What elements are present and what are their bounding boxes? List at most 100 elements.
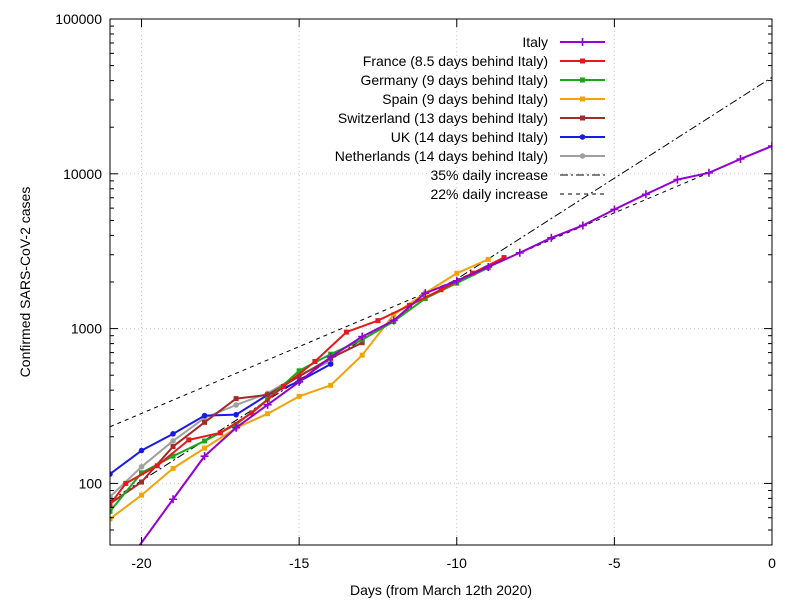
data-point: [217, 430, 223, 436]
data-point: [312, 359, 318, 365]
data-point: [484, 262, 493, 271]
data-point: [768, 142, 772, 151]
data-point: [202, 438, 208, 444]
data-point: [359, 352, 365, 358]
data-point: [249, 410, 255, 416]
data-point: [169, 495, 178, 504]
series-group: [110, 76, 772, 545]
data-point: [202, 419, 208, 425]
data-point: [704, 168, 713, 177]
data-point: [421, 289, 430, 298]
y-tick-label: 100: [79, 475, 103, 491]
legend-swatch-marker: [580, 96, 585, 102]
legend-entry: Netherlands (14 days behind Italy): [335, 148, 605, 164]
data-point: [485, 256, 491, 262]
data-point: [265, 411, 271, 417]
legend-entry: 35% daily increase: [430, 167, 605, 183]
legend-entry: Germany (9 days behind Italy): [360, 72, 605, 88]
series-italy-0: [138, 142, 772, 545]
data-point: [170, 453, 176, 459]
data-point: [328, 382, 334, 388]
data-point: [233, 411, 239, 418]
series-spain-3: [110, 256, 491, 522]
data-point: [200, 452, 209, 461]
data-point: [452, 276, 461, 285]
data-point: [327, 361, 334, 367]
legend-swatch-marker: [580, 58, 585, 64]
data-point: [139, 470, 145, 476]
legend-label: Switzerland (13 days behind Italy): [338, 110, 548, 126]
data-point: [110, 502, 113, 508]
series-line: [110, 256, 505, 506]
data-point: [233, 402, 239, 408]
data-point: [454, 270, 460, 276]
axis-ticks: -20 -15 -10 -5 0 100 1000 10000 100000: [55, 11, 776, 571]
data-point: [501, 255, 507, 261]
series-line: [110, 363, 332, 475]
series-germany-2: [110, 265, 491, 514]
data-point: [110, 516, 113, 522]
data-point: [170, 444, 176, 450]
data-point: [610, 205, 619, 214]
data-point: [736, 155, 745, 164]
series-35-7: [110, 76, 772, 502]
data-point: [123, 480, 129, 486]
data-point: [138, 447, 145, 454]
legend-label: 35% daily increase: [430, 167, 548, 183]
data-point: [201, 412, 208, 419]
x-tick-label: -5: [608, 555, 621, 571]
data-point: [232, 423, 241, 432]
legend-entry: France (8.5 days behind Italy): [363, 53, 605, 69]
legend-label: Italy: [522, 34, 548, 50]
data-point: [375, 318, 381, 324]
data-point: [139, 479, 145, 485]
y-tick-label: 100000: [55, 11, 102, 27]
data-point: [641, 190, 650, 199]
data-point: [265, 392, 271, 398]
legend-entry: Italy: [522, 34, 605, 50]
data-point: [515, 248, 524, 257]
data-point: [438, 287, 444, 293]
data-point: [139, 492, 145, 498]
legend-swatch-marker: [579, 134, 586, 140]
data-point: [170, 438, 176, 444]
data-point: [295, 377, 304, 386]
series-line: [138, 145, 772, 545]
legend-swatch-marker: [580, 77, 585, 83]
data-point: [110, 508, 113, 514]
data-point: [547, 233, 556, 242]
legend-label: France (8.5 days behind Italy): [363, 53, 548, 69]
data-point: [296, 373, 302, 379]
legend-label: Germany (9 days behind Italy): [360, 72, 548, 88]
legend-label: Netherlands (14 days behind Italy): [335, 148, 548, 164]
x-tick-label: -10: [447, 555, 467, 571]
data-point: [391, 312, 397, 318]
data-point: [673, 175, 682, 184]
y-axis-title: Confirmed SARS-CoV-2 cases: [17, 187, 33, 378]
x-tick-label: 0: [768, 555, 776, 571]
x-tick-label: -15: [289, 555, 309, 571]
data-point: [170, 465, 176, 471]
data-point: [186, 437, 192, 443]
data-point: [263, 400, 272, 409]
data-point: [359, 340, 365, 346]
x-tick-label: -20: [131, 555, 151, 571]
data-point: [389, 316, 398, 325]
y-tick-label: 10000: [63, 166, 102, 182]
data-point: [578, 221, 587, 230]
data-point: [233, 396, 239, 402]
legend-entry: UK (14 days behind Italy): [391, 129, 605, 145]
legend-swatch-marker: [580, 115, 585, 121]
legend-swatch-marker: [579, 153, 586, 159]
legend-entry: Spain (9 days behind Italy): [382, 91, 605, 107]
data-point: [154, 463, 160, 469]
data-point: [406, 302, 412, 308]
legend: Italy France (8.5 days behind Italy) Germa…: [335, 34, 605, 202]
series-line: [110, 76, 772, 502]
y-tick-label: 1000: [71, 321, 102, 337]
legend-swatch-marker: [578, 38, 587, 46]
data-point: [110, 471, 113, 477]
legend-entry: 22% daily increase: [430, 186, 605, 202]
